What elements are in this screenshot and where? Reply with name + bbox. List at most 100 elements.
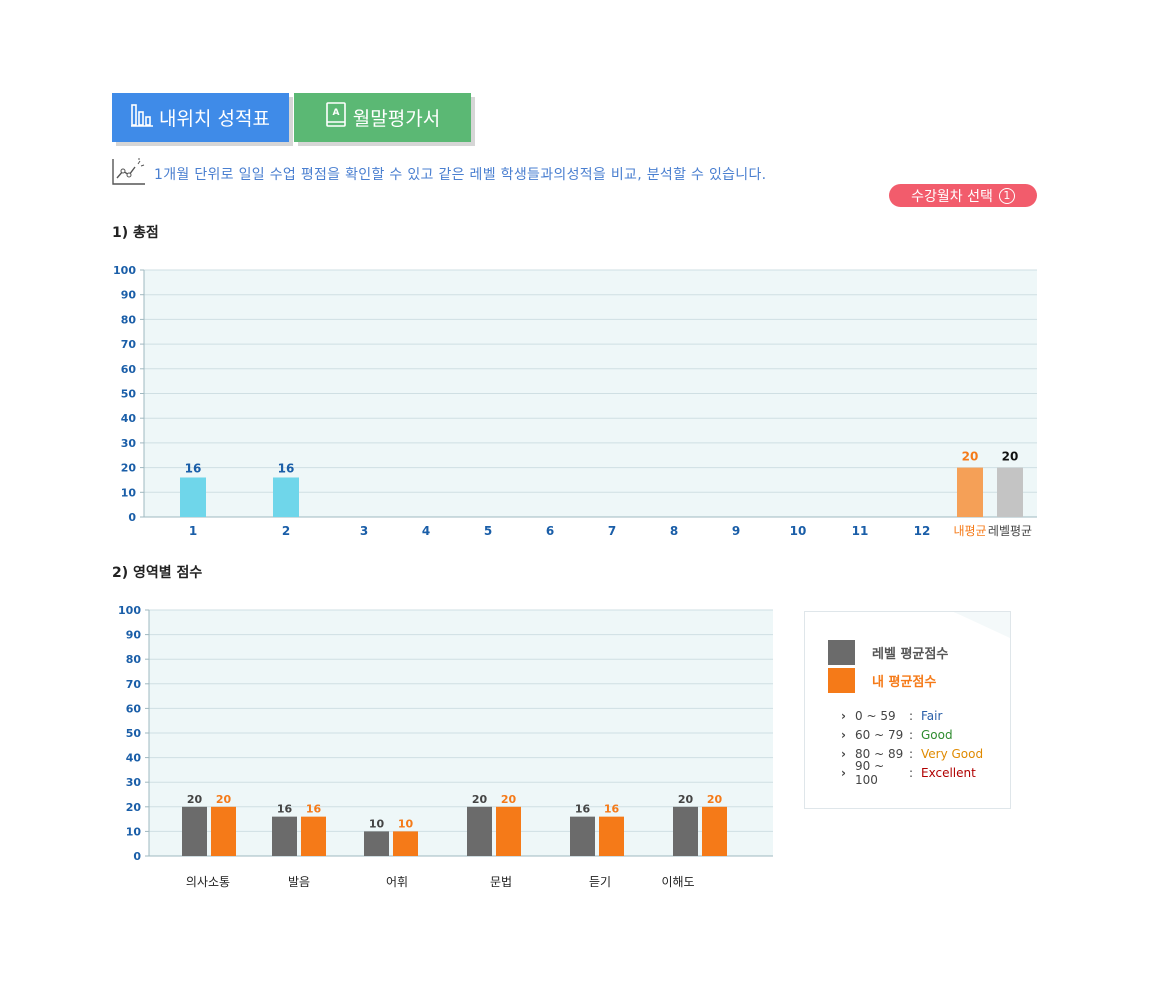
- bar: [467, 806, 492, 856]
- bar: [957, 467, 983, 517]
- legend-item-level-avg: 레벨 평균점수: [828, 639, 949, 665]
- x-tick-label: 레벨평균: [988, 524, 1032, 538]
- total-score-chart: 0 10 20 30 40 50 60 70 80 90 100 16 1 16 2 3 4 5 6 7 8 9 10 11 1…: [113, 264, 1037, 538]
- month-select-label: 수강월차 선택: [911, 188, 993, 205]
- section-title-total: 1) 총점: [112, 225, 159, 241]
- data-label: 10: [398, 817, 414, 830]
- y-tick-label: 30: [121, 437, 137, 450]
- bar: [364, 831, 389, 856]
- bar: [272, 816, 297, 856]
- tab-my-position-report[interactable]: 내위치 성적표: [112, 93, 289, 142]
- range-row: › 90 ~ 100: Excellent: [841, 759, 976, 787]
- y-tick-label: 50: [126, 727, 142, 740]
- chevron-right-icon: ›: [841, 709, 846, 723]
- y-tick-label: 0: [128, 511, 136, 524]
- data-label: 20: [678, 793, 694, 806]
- y-tick-label: 80: [121, 313, 137, 326]
- data-label: 16: [604, 803, 620, 816]
- month-select-value: 1: [998, 187, 1015, 204]
- legend-label: 레벨 평균점수: [872, 646, 949, 662]
- bar: [570, 816, 595, 856]
- bar: [496, 806, 521, 856]
- y-tick-label: 30: [126, 776, 142, 789]
- x-tick-label: 이해도: [661, 875, 694, 889]
- chart-legend: 레벨 평균점수 내 평균점수 › 0 ~ 59: Fair › 60 ~ 79: Goo…: [804, 611, 1011, 809]
- y-tick-label: 90: [126, 629, 142, 642]
- x-tick-label: 9: [732, 524, 740, 538]
- x-tick-label: 8: [670, 524, 678, 538]
- data-label: 16: [278, 461, 295, 475]
- data-label: 20: [1002, 450, 1019, 464]
- y-tick-label: 70: [126, 678, 142, 691]
- y-tick-label: 20: [126, 801, 142, 814]
- bar: [599, 816, 624, 856]
- y-tick-label: 40: [121, 412, 137, 425]
- y-tick-label: 80: [126, 653, 142, 666]
- y-tick-label: 10: [121, 486, 137, 499]
- x-tick-label: 의사소통: [186, 875, 230, 889]
- legend-swatch: [828, 639, 855, 665]
- bar: [211, 806, 236, 856]
- data-label: 20: [501, 793, 517, 806]
- chevron-right-icon: ›: [841, 728, 846, 742]
- y-tick-label: 60: [121, 363, 137, 376]
- y-tick-label: 50: [121, 388, 137, 401]
- data-label: 16: [306, 803, 322, 816]
- y-tick-label: 40: [126, 752, 142, 765]
- x-tick-label: 1: [189, 524, 197, 538]
- x-tick-label: 6: [546, 524, 554, 538]
- y-tick-label: 90: [121, 289, 137, 302]
- x-tick-label: 10: [790, 524, 807, 538]
- description-text: 1개월 단위로 일일 수업 평점을 확인할 수 있고 같은 레벨 학생들과의성적…: [154, 167, 767, 183]
- bar: [393, 831, 418, 856]
- x-tick-label: 5: [484, 524, 492, 538]
- bar: [273, 477, 299, 517]
- bar: [301, 816, 326, 856]
- book-icon: A: [325, 102, 347, 133]
- x-tick-label: 2: [282, 524, 290, 538]
- month-select-button[interactable]: 수강월차 선택 1: [889, 184, 1037, 207]
- y-tick-label: 100: [118, 604, 141, 617]
- range-row: › 0 ~ 59: Fair: [841, 709, 943, 723]
- y-tick-label: 0: [133, 850, 141, 863]
- data-label: 20: [962, 450, 979, 464]
- y-tick-label: 20: [121, 462, 137, 475]
- data-label: 20: [216, 793, 232, 806]
- x-tick-label: 4: [422, 524, 430, 538]
- x-tick-label: 듣기: [589, 875, 611, 889]
- area-score-chart: 0 10 20 30 40 50 60 70 80 90 100 20 20 의사소통 16 16 발음 10 10…: [118, 604, 773, 889]
- data-label: 16: [575, 803, 591, 816]
- bar: [997, 467, 1023, 517]
- bar: [702, 806, 727, 856]
- data-label: 10: [369, 817, 385, 830]
- svg-text:A: A: [332, 108, 339, 118]
- x-tick-label: 11: [852, 524, 869, 538]
- data-label: 20: [187, 793, 203, 806]
- y-tick-label: 100: [113, 264, 136, 277]
- x-tick-label: 7: [608, 524, 616, 538]
- bar: [180, 477, 206, 517]
- x-tick-label: 문법: [490, 875, 512, 889]
- bar-chart-icon: [131, 103, 154, 132]
- data-label: 16: [185, 461, 202, 475]
- chevron-right-icon: ›: [841, 766, 846, 780]
- data-label: 20: [472, 793, 488, 806]
- x-tick-label: 어휘: [386, 875, 408, 889]
- page-curl-icon: [954, 612, 1010, 638]
- y-tick-label: 10: [126, 825, 142, 838]
- tab-label: 내위치 성적표: [159, 108, 270, 130]
- range-row: › 80 ~ 89: Very Good: [841, 747, 984, 761]
- x-tick-label: 12: [914, 524, 931, 538]
- x-tick-label: 내평균: [953, 524, 986, 538]
- bar: [673, 806, 698, 856]
- tab-monthly-evaluation[interactable]: A 월말평가서: [294, 93, 471, 142]
- y-tick-label: 70: [121, 338, 137, 351]
- data-label: 16: [277, 803, 293, 816]
- legend-swatch: [828, 667, 855, 693]
- description: 1개월 단위로 일일 수업 평점을 확인할 수 있고 같은 레벨 학생들과의성적…: [112, 158, 767, 190]
- data-label: 20: [707, 793, 723, 806]
- range-row: › 60 ~ 79: Good: [841, 728, 953, 742]
- legend-item-my-avg: 내 평균점수: [828, 667, 936, 693]
- x-tick-label: 3: [360, 524, 368, 538]
- trend-chart-icon: [112, 158, 146, 190]
